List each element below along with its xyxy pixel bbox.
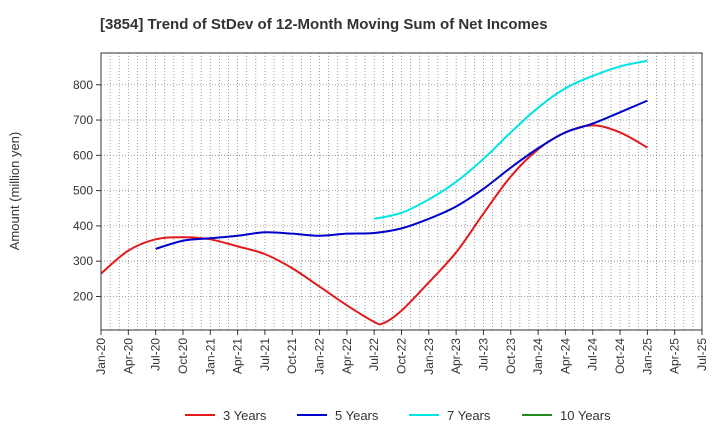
x-tick-label: Jul-21 <box>258 338 272 371</box>
y-tick-label: 600 <box>73 148 93 162</box>
y-tick-label: 500 <box>73 184 93 198</box>
x-tick-label: Apr-25 <box>668 338 682 374</box>
legend-label-5-years: 5 Years <box>335 408 379 423</box>
legend-label-3-years: 3 Years <box>223 408 267 423</box>
x-tick-label: Jul-25 <box>695 338 709 371</box>
x-tick-label: Jan-25 <box>640 338 654 375</box>
x-axis-ticks: Jan-20 Apr-20 Jul-20 Oct-20 Jan-21 Apr-21 Jul-… <box>94 330 709 375</box>
x-tick-label: Jan-24 <box>531 338 545 375</box>
series-line-5-years <box>155 99 648 250</box>
x-tick-label: Jul-24 <box>586 338 600 371</box>
y-axis-label: Amount (million yen) <box>7 132 22 251</box>
legend-label-10-years: 10 Years <box>560 408 611 423</box>
x-tick-label: Jan-22 <box>313 338 327 375</box>
legend-label-7-years: 7 Years <box>447 408 491 423</box>
y-tick-label: 700 <box>73 113 93 127</box>
x-tick-label: Jul-23 <box>476 338 490 371</box>
x-tick-label: Oct-24 <box>613 338 627 374</box>
chart-title: [3854] Trend of StDev of 12-Month Moving… <box>100 16 548 33</box>
x-tick-label: Jul-22 <box>367 338 381 371</box>
y-tick-label: 800 <box>73 78 93 92</box>
x-tick-label: Apr-20 <box>121 338 135 374</box>
x-tick-label: Apr-21 <box>231 338 245 374</box>
x-tick-label: Jul-20 <box>149 338 163 371</box>
x-tick-label: Apr-24 <box>558 338 572 374</box>
x-tick-label: Jan-21 <box>203 338 217 375</box>
series-line-7-years <box>373 59 648 220</box>
y-tick-label: 200 <box>73 289 93 303</box>
legend: 3 Years 5 Years 7 Years 10 Years <box>185 408 611 423</box>
y-tick-label: 300 <box>73 254 93 268</box>
x-tick-label: Oct-20 <box>176 338 190 374</box>
x-tick-label: Oct-22 <box>395 338 409 374</box>
y-tick-label: 400 <box>73 219 93 233</box>
x-tick-label: Apr-23 <box>449 338 463 374</box>
x-tick-label: Jan-20 <box>94 338 108 375</box>
x-tick-label: Oct-21 <box>285 338 299 374</box>
y-axis-ticks: 200 300 400 500 600 700 800 <box>73 78 101 303</box>
x-tick-label: Jan-23 <box>422 338 436 375</box>
x-tick-label: Apr-22 <box>340 338 354 374</box>
grid <box>100 53 703 330</box>
x-tick-label: Oct-23 <box>504 338 518 374</box>
series-lines <box>100 59 648 326</box>
